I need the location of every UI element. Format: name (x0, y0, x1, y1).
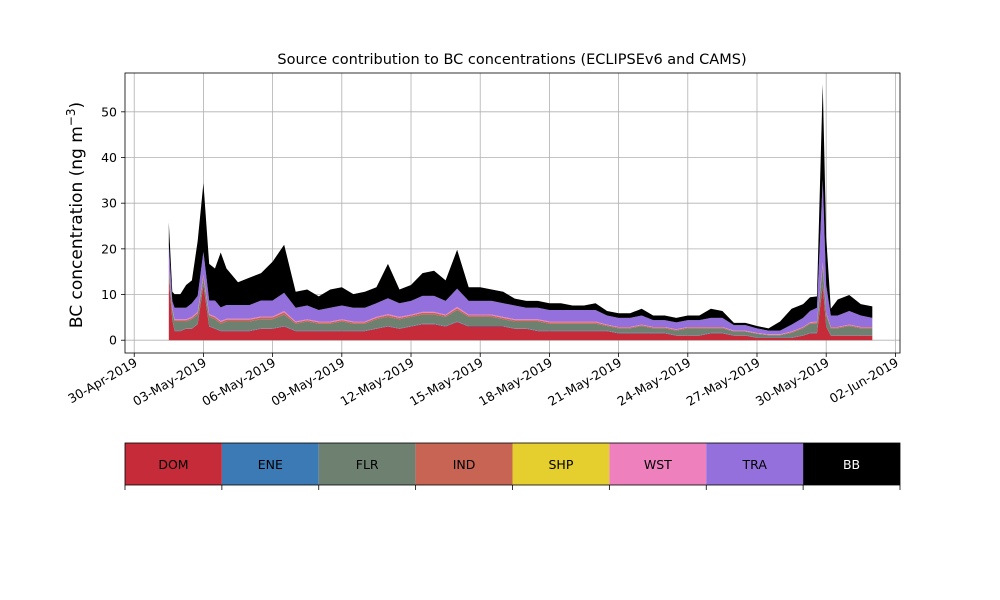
legend-colorbar: DOM ENE FLR IND SHP WST TRA BB (124, 442, 901, 490)
y-tick-label: 40 (101, 150, 117, 165)
x-tick-label: 21-May-2019 (545, 355, 624, 409)
legend-label-bb: BB (843, 457, 860, 472)
legend-label-tra: TRA (742, 457, 768, 472)
legend-swatch-dom (125, 443, 222, 485)
chart-title: Source contribution to BC concentrations… (277, 52, 746, 68)
plot-area: 30-Apr-201903-May-201906-May-201909-May-… (65, 72, 901, 409)
y-axis-label-exponent: −3 (64, 108, 78, 126)
y-tick-label: 20 (101, 241, 117, 256)
x-tick-label: 24-May-2019 (614, 355, 693, 409)
legend-label-dom: DOM (158, 457, 188, 472)
area-series-flr (168, 266, 873, 338)
y-tick-label: 10 (101, 287, 117, 302)
legend-swatch-shp (512, 443, 610, 485)
x-tick-label: 02-Jun-2019 (827, 355, 901, 406)
x-tick-label: 03-May-2019 (130, 355, 209, 409)
legend-swatch-flr (318, 443, 416, 485)
legend-label-wst: WST (644, 457, 672, 472)
legend-label-ene: ENE (258, 457, 283, 472)
y-tick-label: 0 (109, 333, 117, 348)
x-tick-label: 30-Apr-2019 (65, 355, 139, 407)
area-series-bb (168, 83, 873, 331)
legend-frame (124, 442, 901, 486)
legend-swatch-bb (803, 443, 900, 485)
axes-frame (124, 72, 901, 354)
y-axis-label-main: BC concentration (ng m (67, 126, 87, 328)
y-tick-label: 30 (101, 196, 117, 211)
x-tick-label: 06-May-2019 (199, 355, 278, 409)
x-tick-label: 09-May-2019 (268, 355, 347, 409)
area-series-wst (168, 262, 873, 335)
legend-swatch-tra (706, 443, 804, 485)
y-axis-label-close: ) (67, 102, 87, 109)
legend-label-flr: FLR (356, 457, 379, 472)
area-series-ind (168, 263, 873, 336)
x-tick-label: 15-May-2019 (407, 355, 486, 409)
legend-label-shp: SHP (549, 457, 574, 472)
area-series-tra (168, 179, 873, 335)
legend-label-ind: IND (453, 457, 476, 472)
x-tick-label: 30-May-2019 (753, 355, 832, 409)
legend-swatch-wst (609, 443, 707, 485)
y-tick-label: 50 (101, 104, 117, 119)
legend-swatch-ene (221, 443, 319, 485)
x-tick-label: 18-May-2019 (476, 355, 555, 409)
y-axis-label: BC concentration (ng m−3) (64, 102, 87, 328)
area-series-dom (168, 278, 873, 341)
x-tick-label: 27-May-2019 (684, 355, 763, 409)
x-tick-label: 12-May-2019 (338, 355, 417, 409)
legend-swatch-ind (415, 443, 513, 485)
